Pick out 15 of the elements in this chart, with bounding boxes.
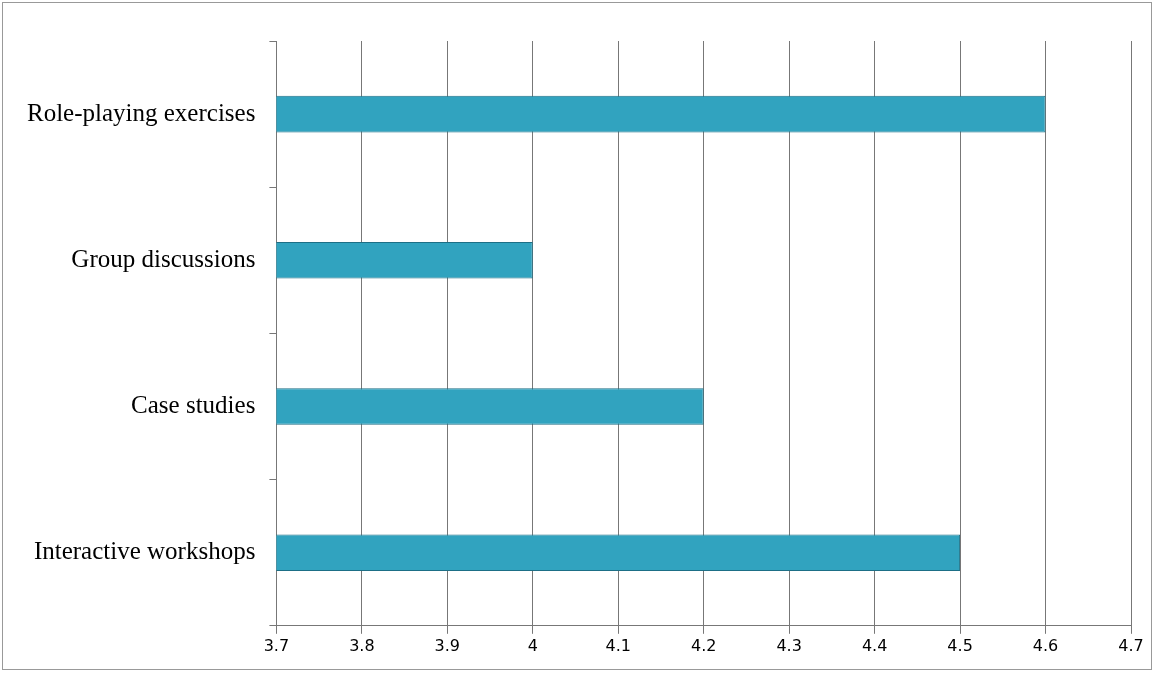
x-tick-label: 3.8	[349, 635, 375, 655]
x-tick-label: 4.1	[605, 635, 631, 655]
x-tick-label: 4.4	[861, 635, 888, 655]
y-tick-label: Case studies	[131, 391, 256, 419]
x-tick-label: 4.5	[947, 635, 973, 655]
x-tick-label: 3.9	[434, 635, 461, 655]
x-tick-label: 4.7	[1118, 635, 1144, 655]
x-tick-label: 4.6	[1032, 635, 1059, 655]
y-tick-label: Role-playing exercises	[26, 98, 256, 126]
x-tick-label: 4.3	[776, 635, 802, 655]
y-tick-label: Group discussions	[71, 244, 256, 272]
x-tick-label: 3.7	[263, 635, 290, 655]
x-tick-label: 4.2	[690, 635, 717, 655]
x-tick-label: 4	[527, 635, 538, 655]
y-tick-label: Interactive workshops	[33, 537, 256, 565]
